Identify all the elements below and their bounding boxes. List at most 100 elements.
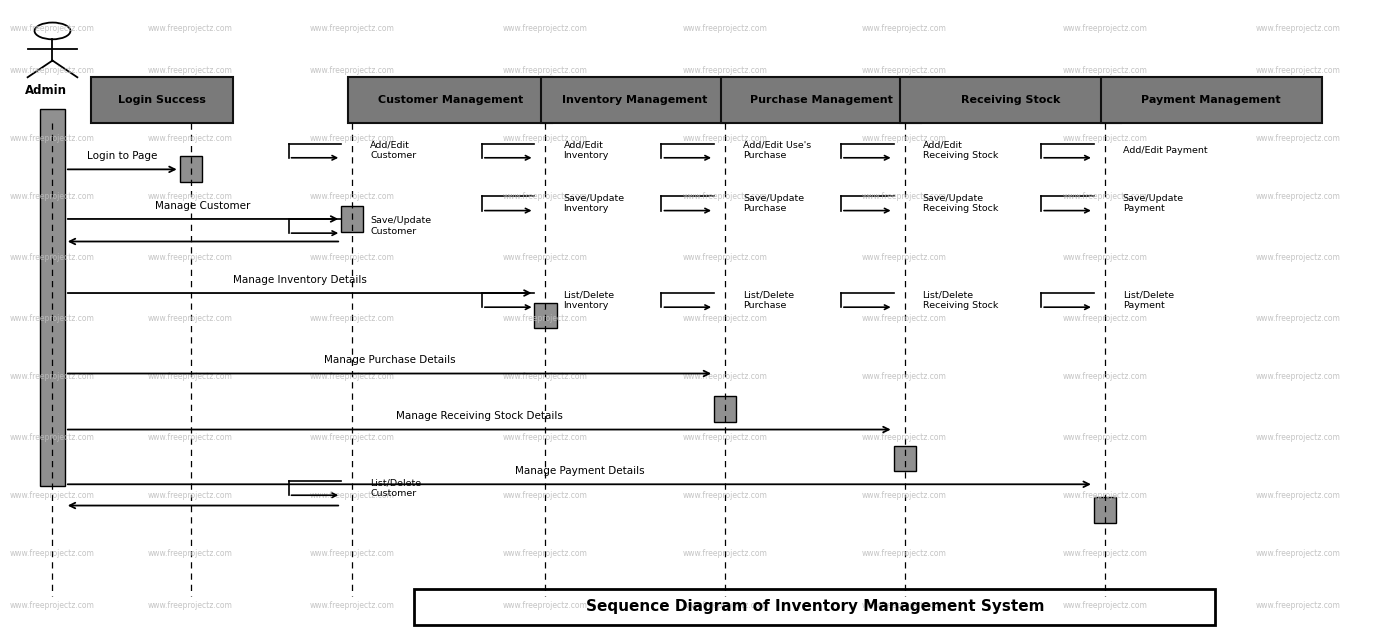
Text: www.freeprojectz.com: www.freeprojectz.com [1255,66,1341,75]
Text: www.freeprojectz.com: www.freeprojectz.com [10,491,95,500]
Text: Manage Inventory Details: Manage Inventory Details [233,274,366,285]
Text: www.freeprojectz.com: www.freeprojectz.com [503,372,588,381]
Text: Payment Management: Payment Management [1141,95,1282,105]
Text: www.freeprojectz.com: www.freeprojectz.com [1255,491,1341,500]
Text: Sequence Diagram of Inventory Management System: Sequence Diagram of Inventory Management… [586,600,1044,614]
Text: www.freeprojectz.com: www.freeprojectz.com [1062,192,1148,201]
Text: www.freeprojectz.com: www.freeprojectz.com [682,601,768,610]
Text: www.freeprojectz.com: www.freeprojectz.com [309,491,395,500]
Text: www.freeprojectz.com: www.freeprojectz.com [682,192,768,201]
Text: www.freeprojectz.com: www.freeprojectz.com [503,549,588,558]
Text: List/Delete
Payment: List/Delete Payment [1123,290,1174,310]
Text: Add/Edit
Customer: Add/Edit Customer [370,141,416,160]
Text: www.freeprojectz.com: www.freeprojectz.com [503,192,588,201]
Text: www.freeprojectz.com: www.freeprojectz.com [1255,314,1341,323]
Text: www.freeprojectz.com: www.freeprojectz.com [309,549,395,558]
Text: List/Delete
Purchase: List/Delete Purchase [743,290,794,310]
Text: www.freeprojectz.com: www.freeprojectz.com [682,433,768,442]
Text: www.freeprojectz.com: www.freeprojectz.com [503,314,588,323]
Text: www.freeprojectz.com: www.freeprojectz.com [309,601,395,610]
Text: www.freeprojectz.com: www.freeprojectz.com [10,134,95,143]
Text: Add/Edit
Receiving Stock: Add/Edit Receiving Stock [923,141,998,160]
Text: Login to Page: Login to Page [87,151,157,161]
Text: www.freeprojectz.com: www.freeprojectz.com [309,66,395,75]
Text: Save/Update
Inventory: Save/Update Inventory [563,194,624,213]
Text: www.freeprojectz.com: www.freeprojectz.com [309,372,395,381]
Text: www.freeprojectz.com: www.freeprojectz.com [1255,192,1341,201]
Bar [180,156,202,182]
Text: www.freeprojectz.com: www.freeprojectz.com [503,134,588,143]
Text: www.freeprojectz.com: www.freeprojectz.com [148,66,233,75]
Text: Manage Customer: Manage Customer [155,200,251,211]
Text: www.freeprojectz.com: www.freeprojectz.com [1255,24,1341,33]
Text: www.freeprojectz.com: www.freeprojectz.com [10,192,95,201]
Text: www.freeprojectz.com: www.freeprojectz.com [1062,491,1148,500]
Text: www.freeprojectz.com: www.freeprojectz.com [862,253,947,262]
Text: List/Delete
Inventory: List/Delete Inventory [563,290,615,310]
Text: www.freeprojectz.com: www.freeprojectz.com [862,433,947,442]
Text: www.freeprojectz.com: www.freeprojectz.com [682,314,768,323]
Bar [900,77,1121,123]
Text: www.freeprojectz.com: www.freeprojectz.com [862,372,947,381]
Text: www.freeprojectz.com: www.freeprojectz.com [503,66,588,75]
Text: www.freeprojectz.com: www.freeprojectz.com [1255,372,1341,381]
Text: www.freeprojectz.com: www.freeprojectz.com [1062,372,1148,381]
Text: www.freeprojectz.com: www.freeprojectz.com [309,192,395,201]
Text: www.freeprojectz.com: www.freeprojectz.com [148,314,233,323]
Bar [1101,77,1322,123]
Text: Save/Update
Receiving Stock: Save/Update Receiving Stock [923,194,998,213]
Text: www.freeprojectz.com: www.freeprojectz.com [1255,253,1341,262]
Text: www.freeprojectz.com: www.freeprojectz.com [309,314,395,323]
Text: www.freeprojectz.com: www.freeprojectz.com [148,253,233,262]
Text: www.freeprojectz.com: www.freeprojectz.com [862,134,947,143]
Text: Receiving Stock: Receiving Stock [961,95,1061,105]
Text: www.freeprojectz.com: www.freeprojectz.com [148,134,233,143]
Bar [1094,497,1116,523]
Text: www.freeprojectz.com: www.freeprojectz.com [148,192,233,201]
Text: www.freeprojectz.com: www.freeprojectz.com [309,433,395,442]
Text: Inventory Management: Inventory Management [562,95,707,105]
Text: www.freeprojectz.com: www.freeprojectz.com [1062,601,1148,610]
Text: www.freeprojectz.com: www.freeprojectz.com [309,24,395,33]
Bar [341,206,363,232]
Text: Add/Edit Payment: Add/Edit Payment [1123,146,1207,155]
Text: Add/Edit
Inventory: Add/Edit Inventory [563,141,609,160]
Text: www.freeprojectz.com: www.freeprojectz.com [503,253,588,262]
Text: Login Success: Login Success [119,95,206,105]
Text: www.freeprojectz.com: www.freeprojectz.com [148,433,233,442]
Bar [721,77,921,123]
Text: www.freeprojectz.com: www.freeprojectz.com [10,372,95,381]
Text: www.freeprojectz.com: www.freeprojectz.com [503,24,588,33]
Text: www.freeprojectz.com: www.freeprojectz.com [1255,433,1341,442]
Text: www.freeprojectz.com: www.freeprojectz.com [1255,134,1341,143]
Text: Add/Edit Use's
Purchase: Add/Edit Use's Purchase [743,141,811,160]
Bar [541,77,728,123]
Text: Save/Update
Purchase: Save/Update Purchase [743,194,804,213]
Bar [40,109,65,486]
Bar [714,396,736,422]
Text: Save/Update
Payment: Save/Update Payment [1123,194,1184,213]
Text: Manage Receiving Stock Details: Manage Receiving Stock Details [396,411,562,421]
Text: www.freeprojectz.com: www.freeprojectz.com [682,24,768,33]
Text: www.freeprojectz.com: www.freeprojectz.com [862,549,947,558]
Text: Customer Management: Customer Management [377,95,523,105]
Text: List/Delete
Customer: List/Delete Customer [370,478,421,498]
Text: Save/Update
Customer: Save/Update Customer [370,216,431,236]
Text: www.freeprojectz.com: www.freeprojectz.com [1062,24,1148,33]
Text: Manage Payment Details: Manage Payment Details [515,466,644,476]
Text: www.freeprojectz.com: www.freeprojectz.com [503,491,588,500]
Text: www.freeprojectz.com: www.freeprojectz.com [148,24,233,33]
Text: www.freeprojectz.com: www.freeprojectz.com [309,253,395,262]
Text: www.freeprojectz.com: www.freeprojectz.com [862,601,947,610]
Text: www.freeprojectz.com: www.freeprojectz.com [10,66,95,75]
Text: www.freeprojectz.com: www.freeprojectz.com [1062,314,1148,323]
Text: www.freeprojectz.com: www.freeprojectz.com [148,549,233,558]
Text: www.freeprojectz.com: www.freeprojectz.com [1062,134,1148,143]
Text: www.freeprojectz.com: www.freeprojectz.com [1062,433,1148,442]
Text: www.freeprojectz.com: www.freeprojectz.com [682,134,768,143]
Text: www.freeprojectz.com: www.freeprojectz.com [862,314,947,323]
Text: www.freeprojectz.com: www.freeprojectz.com [148,491,233,500]
Text: www.freeprojectz.com: www.freeprojectz.com [682,66,768,75]
Text: www.freeprojectz.com: www.freeprojectz.com [682,253,768,262]
Text: www.freeprojectz.com: www.freeprojectz.com [309,134,395,143]
